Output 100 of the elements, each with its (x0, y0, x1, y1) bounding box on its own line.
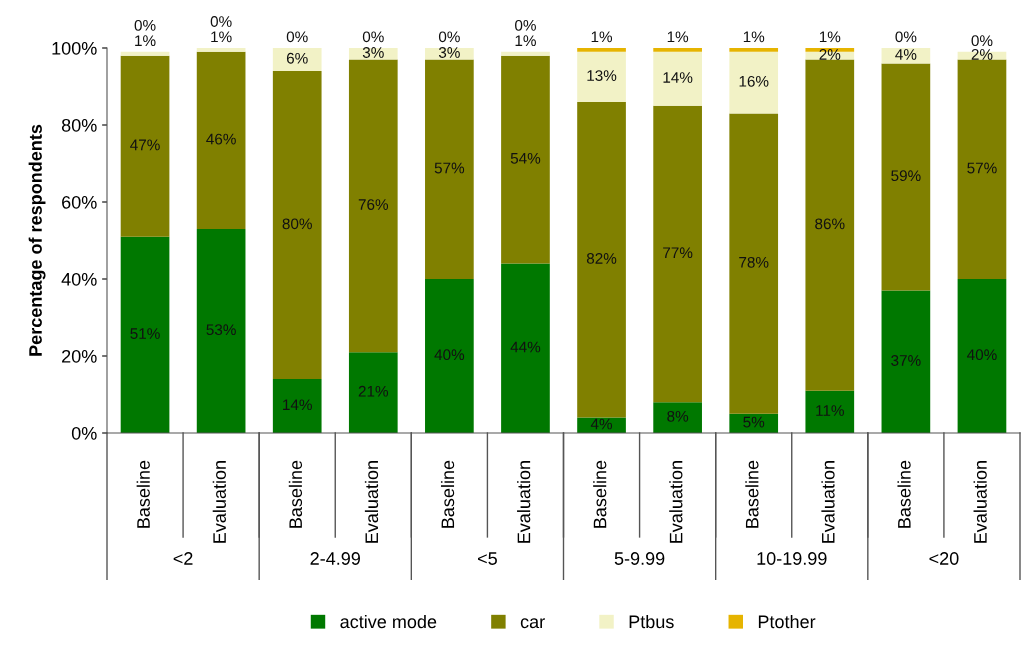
data-label: 0% (971, 35, 993, 47)
data-label: 0% (895, 31, 917, 43)
text: 5-9.99 (614, 552, 665, 565)
bar (196, 228, 246, 433)
data-label: 0% (438, 31, 460, 43)
bar (805, 390, 855, 433)
text: 10-19.99 (757, 552, 827, 565)
legend-label: Ptbus (629, 614, 674, 629)
data-label: 57% (967, 162, 997, 174)
bar (196, 51, 246, 229)
y-tick-label: 100% (52, 41, 97, 55)
data-label: 1% (211, 31, 232, 43)
data-label: 5% (743, 416, 765, 428)
legend-label: active mode (340, 614, 437, 629)
bar (653, 51, 702, 106)
x-tick-label: Baseline (745, 460, 759, 528)
data-label: 37% (891, 355, 921, 366)
bar (805, 59, 855, 391)
x-tick-label: Baseline (593, 460, 607, 528)
data-label: 1% (591, 31, 613, 43)
bar (805, 51, 855, 60)
data-label: 3% (438, 47, 460, 58)
data-label: 0% (515, 19, 536, 31)
y-tick-label: 60% (62, 195, 97, 209)
bar (653, 48, 702, 52)
bar (653, 402, 702, 433)
bar (120, 51, 170, 56)
x-tick-label: Baseline (288, 460, 303, 528)
bar (653, 105, 702, 403)
data-label: 0% (286, 31, 308, 43)
bar (272, 48, 322, 72)
y-tick-label: 20% (62, 349, 97, 363)
x-tick-label: Baseline (136, 460, 150, 528)
data-label: 53% (206, 324, 236, 336)
data-label: 76% (358, 199, 389, 210)
data-label: 0% (134, 19, 156, 31)
bar (501, 263, 550, 433)
data-label: 46% (206, 133, 236, 145)
text: <2 (173, 552, 193, 565)
data-label: 21% (358, 385, 389, 397)
data-label: 2% (819, 48, 841, 60)
data-label: 14% (283, 399, 312, 411)
bar (957, 279, 1007, 433)
data-label: 4% (590, 418, 613, 430)
bar (348, 48, 398, 60)
bar (425, 48, 474, 60)
data-label: 13% (587, 70, 617, 81)
y-tick-label: 0% (71, 426, 97, 440)
data-label: 4% (895, 49, 917, 60)
bar (120, 55, 170, 237)
data-label: 82% (586, 253, 617, 264)
x-tick-label: Baseline (440, 460, 455, 528)
y-axis-title: Percentage of respondents (28, 124, 46, 356)
x-tick-label: Evaluation (517, 461, 531, 543)
bar (577, 51, 626, 102)
data-label: 40% (434, 349, 465, 361)
bar (425, 59, 474, 279)
bar (501, 55, 550, 264)
data-label: 57% (434, 162, 465, 174)
text: <20 (929, 552, 959, 565)
data-label: 6% (286, 52, 308, 64)
bar (501, 51, 550, 56)
data-label: 1% (515, 35, 536, 46)
bar (348, 59, 398, 353)
x-tick-label: Evaluation (821, 461, 835, 543)
data-label: 80% (282, 218, 312, 230)
data-label: 77% (663, 247, 693, 259)
bar (577, 48, 626, 52)
data-label: 54% (510, 153, 541, 164)
data-label: 14% (663, 72, 693, 83)
x-tick-label: Baseline (897, 460, 911, 528)
x-tick-label: Evaluation (669, 461, 683, 543)
data-label: 44% (510, 341, 541, 353)
data-label: 0% (210, 16, 232, 27)
data-label: 16% (739, 75, 769, 87)
data-label: 1% (667, 31, 689, 43)
x-tick-label: Evaluation (212, 461, 226, 543)
bar (881, 63, 931, 291)
data-label: 78% (739, 256, 769, 268)
data-label: 47% (130, 139, 160, 151)
bar (272, 71, 322, 380)
bar (577, 101, 626, 418)
bar (957, 59, 1007, 279)
data-label: 3% (362, 47, 384, 58)
legend-label: car (520, 618, 545, 629)
data-label: 51% (130, 328, 160, 339)
data-label: 1% (819, 31, 841, 43)
x-tick-label: Evaluation (364, 461, 379, 543)
legend-label: Ptother (758, 614, 816, 629)
data-label: 59% (891, 170, 921, 182)
text: 2-4.99 (310, 552, 360, 565)
data-label: 40% (967, 349, 997, 361)
data-label: 8% (667, 410, 689, 422)
bar (425, 279, 474, 433)
y-tick-label: 40% (61, 272, 97, 286)
data-label: 11% (816, 405, 844, 416)
bar (348, 352, 398, 433)
bar (729, 51, 779, 114)
bar (120, 236, 170, 433)
data-label: 2% (971, 48, 993, 60)
